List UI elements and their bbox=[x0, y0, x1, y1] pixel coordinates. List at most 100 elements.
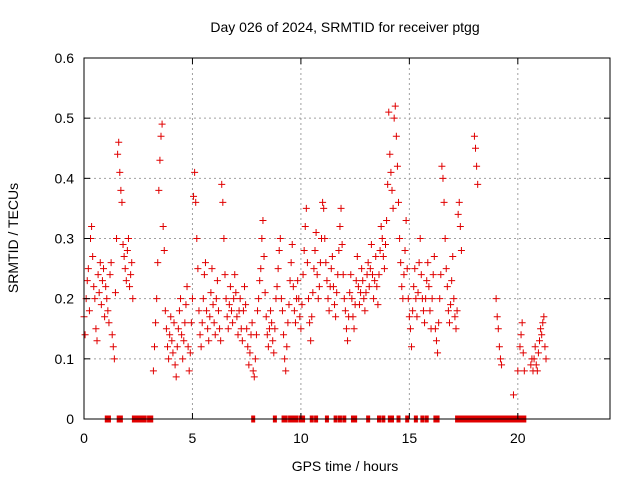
data-point bbox=[531, 343, 539, 351]
data-point bbox=[196, 331, 204, 339]
x-tick-label: 5 bbox=[189, 430, 197, 446]
x-axis-label: GPS time / hours bbox=[292, 458, 399, 474]
data-point bbox=[250, 373, 258, 381]
data-point bbox=[337, 204, 345, 212]
data-point bbox=[213, 277, 221, 285]
data-point bbox=[295, 295, 303, 303]
data-point bbox=[166, 331, 174, 339]
x-tick-label: 15 bbox=[402, 430, 418, 446]
data-point bbox=[453, 307, 461, 315]
data-point bbox=[495, 343, 503, 351]
data-point bbox=[451, 313, 459, 321]
data-point bbox=[284, 319, 292, 327]
data-point bbox=[129, 295, 137, 303]
data-point bbox=[239, 307, 247, 315]
data-point bbox=[371, 277, 379, 285]
data-point bbox=[111, 289, 119, 297]
data-point bbox=[514, 367, 522, 375]
data-point bbox=[323, 277, 331, 285]
data-point bbox=[220, 235, 228, 242]
data-point bbox=[536, 337, 544, 345]
data-point bbox=[383, 216, 391, 224]
data-point bbox=[315, 283, 323, 291]
data-point bbox=[201, 259, 209, 267]
data-point bbox=[223, 313, 231, 321]
data-point bbox=[273, 283, 281, 291]
data-point bbox=[165, 355, 173, 363]
data-point bbox=[106, 271, 114, 279]
data-point bbox=[402, 216, 410, 224]
data-point bbox=[297, 325, 305, 333]
data-point bbox=[380, 265, 388, 273]
data-point bbox=[258, 235, 266, 242]
data-point bbox=[496, 355, 504, 363]
data-point bbox=[454, 210, 462, 218]
axis-ticks: 0 0.1 0.2 0.3 0.4 0.5 0.6 0 5 10 15 20 bbox=[55, 50, 610, 446]
data-point bbox=[320, 204, 328, 212]
data-point bbox=[319, 198, 327, 206]
data-point bbox=[173, 343, 181, 351]
data-point bbox=[308, 313, 316, 321]
data-point bbox=[430, 253, 438, 261]
data-point bbox=[397, 259, 405, 267]
data-point bbox=[233, 313, 241, 321]
data-point bbox=[355, 301, 363, 309]
data-point bbox=[204, 325, 212, 333]
data-point bbox=[193, 235, 201, 242]
data-point bbox=[494, 325, 502, 333]
data-point bbox=[259, 216, 267, 224]
data-point bbox=[234, 331, 242, 339]
data-point bbox=[286, 277, 294, 285]
data-point bbox=[149, 367, 157, 375]
x-tick-label: 0 bbox=[80, 430, 88, 446]
data-point bbox=[457, 247, 465, 255]
data-point bbox=[191, 168, 199, 176]
data-point bbox=[474, 180, 482, 188]
data-point bbox=[257, 265, 265, 273]
data-point bbox=[533, 367, 541, 375]
data-point bbox=[415, 259, 423, 267]
data-point bbox=[310, 265, 318, 273]
data-point bbox=[179, 355, 187, 363]
data-point bbox=[98, 277, 106, 285]
data-point bbox=[436, 295, 444, 303]
data-point bbox=[414, 289, 422, 297]
data-point bbox=[153, 295, 161, 303]
data-point bbox=[167, 313, 175, 321]
data-point bbox=[85, 307, 93, 315]
data-point bbox=[361, 307, 369, 315]
data-point bbox=[392, 132, 400, 140]
data-point bbox=[93, 337, 101, 345]
data-point bbox=[417, 271, 425, 279]
data-point bbox=[403, 265, 411, 273]
data-point bbox=[114, 150, 122, 158]
data-point bbox=[347, 271, 355, 279]
data-point bbox=[123, 247, 131, 255]
data-point bbox=[285, 301, 293, 309]
data-point bbox=[539, 319, 547, 327]
data-point bbox=[95, 289, 103, 297]
data-point bbox=[294, 277, 302, 285]
data-point bbox=[304, 295, 312, 303]
data-point bbox=[207, 289, 215, 297]
data-point bbox=[128, 259, 136, 267]
data-point bbox=[274, 265, 282, 273]
data-point bbox=[97, 301, 105, 309]
data-point bbox=[182, 301, 190, 309]
data-point bbox=[374, 301, 382, 309]
data-point bbox=[199, 295, 207, 303]
data-point bbox=[81, 331, 89, 339]
data-point bbox=[432, 337, 440, 345]
data-point bbox=[382, 241, 390, 249]
data-point bbox=[88, 222, 96, 230]
data-point bbox=[283, 343, 291, 351]
data-point bbox=[120, 253, 128, 261]
data-point bbox=[376, 247, 384, 255]
data-point bbox=[540, 313, 548, 321]
data-point bbox=[260, 253, 268, 261]
data-point bbox=[248, 319, 256, 327]
data-point bbox=[312, 228, 320, 236]
data-point bbox=[154, 259, 162, 267]
data-point bbox=[249, 367, 257, 375]
